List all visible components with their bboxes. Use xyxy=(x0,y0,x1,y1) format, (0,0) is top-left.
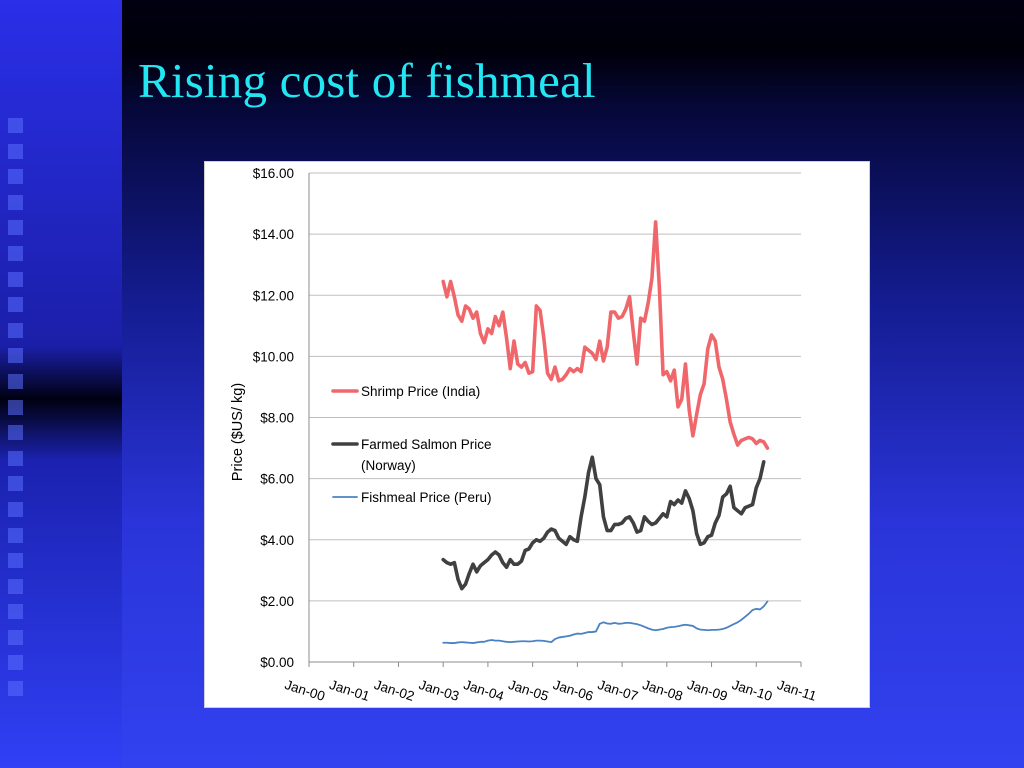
decorative-square xyxy=(8,245,23,261)
x-tick-label: Jan-09 xyxy=(685,677,729,704)
x-tick-label: Jan-11 xyxy=(775,677,818,704)
x-tick-label: Jan-07 xyxy=(596,677,640,704)
y-tick-label: $8.00 xyxy=(260,411,294,426)
legend-label: Farmed Salmon Price xyxy=(361,437,492,452)
decorative-squares xyxy=(8,118,26,707)
decorative-square xyxy=(8,118,23,133)
slide-title: Rising cost of fishmeal xyxy=(138,53,596,108)
decorative-square xyxy=(8,450,23,466)
y-tick-label: $10.00 xyxy=(253,349,294,364)
decorative-square xyxy=(8,348,23,364)
y-tick-label: $6.00 xyxy=(260,472,294,487)
y-tick-label: $16.00 xyxy=(253,166,294,181)
decorative-square xyxy=(8,553,23,569)
y-axis-label: Price ($US/ kg) xyxy=(230,383,246,481)
gridlines xyxy=(309,172,801,602)
decorative-square xyxy=(8,169,23,185)
decorative-square xyxy=(8,143,23,159)
y-tick-label: $0.00 xyxy=(260,655,294,670)
series-line xyxy=(441,455,766,591)
y-tick-label: $2.00 xyxy=(260,594,294,609)
decorative-square xyxy=(8,501,23,517)
chart-panel: $0.00 $2.00 $4.00 $6.00 $8.00 $10.00 $12.00 $14… xyxy=(204,161,870,708)
decorative-square xyxy=(8,476,23,492)
decorative-square xyxy=(8,220,23,236)
decorative-square xyxy=(8,578,23,594)
x-tick-label: Jan-02 xyxy=(372,677,416,704)
x-tick-label: Jan-10 xyxy=(730,677,774,704)
series-line xyxy=(442,600,769,644)
decorative-square xyxy=(8,271,23,287)
left-decorative-strip xyxy=(0,0,122,768)
decorative-square xyxy=(8,629,23,645)
decorative-square xyxy=(8,655,23,671)
decorative-square xyxy=(8,322,23,338)
x-tick-label: Jan-01 xyxy=(328,677,372,704)
decorative-square xyxy=(8,681,23,697)
x-tick-label: Jan-08 xyxy=(641,677,685,704)
x-tick-label: Jan-06 xyxy=(551,677,595,704)
decorative-square xyxy=(8,425,23,441)
decorative-square xyxy=(8,527,23,543)
decorative-square xyxy=(8,297,23,313)
decorative-square xyxy=(8,399,23,415)
series-line xyxy=(441,220,770,450)
line-chart: $0.00 $2.00 $4.00 $6.00 $8.00 $10.00 $12.00 $14… xyxy=(230,166,818,704)
x-tick-label: Jan-04 xyxy=(462,677,506,704)
series-lines xyxy=(441,220,770,644)
y-tick-label: $4.00 xyxy=(260,533,294,548)
legend-label: (Norway) xyxy=(361,458,416,473)
decorative-square xyxy=(8,373,23,389)
y-tick-label: $12.00 xyxy=(253,288,294,303)
y-tick-label: $14.00 xyxy=(253,227,294,242)
x-tick-label: Jan-00 xyxy=(283,677,327,704)
decorative-square xyxy=(8,194,23,210)
legend-label: Shrimp Price (India) xyxy=(361,384,480,399)
decorative-square xyxy=(8,604,23,620)
x-tick-label: Jan-05 xyxy=(507,677,551,704)
legend-label: Fishmeal Price (Peru) xyxy=(361,490,492,505)
legend: Shrimp Price (India) Farmed Salmon Price (… xyxy=(331,384,492,505)
x-tick-label: Jan-03 xyxy=(417,677,461,704)
